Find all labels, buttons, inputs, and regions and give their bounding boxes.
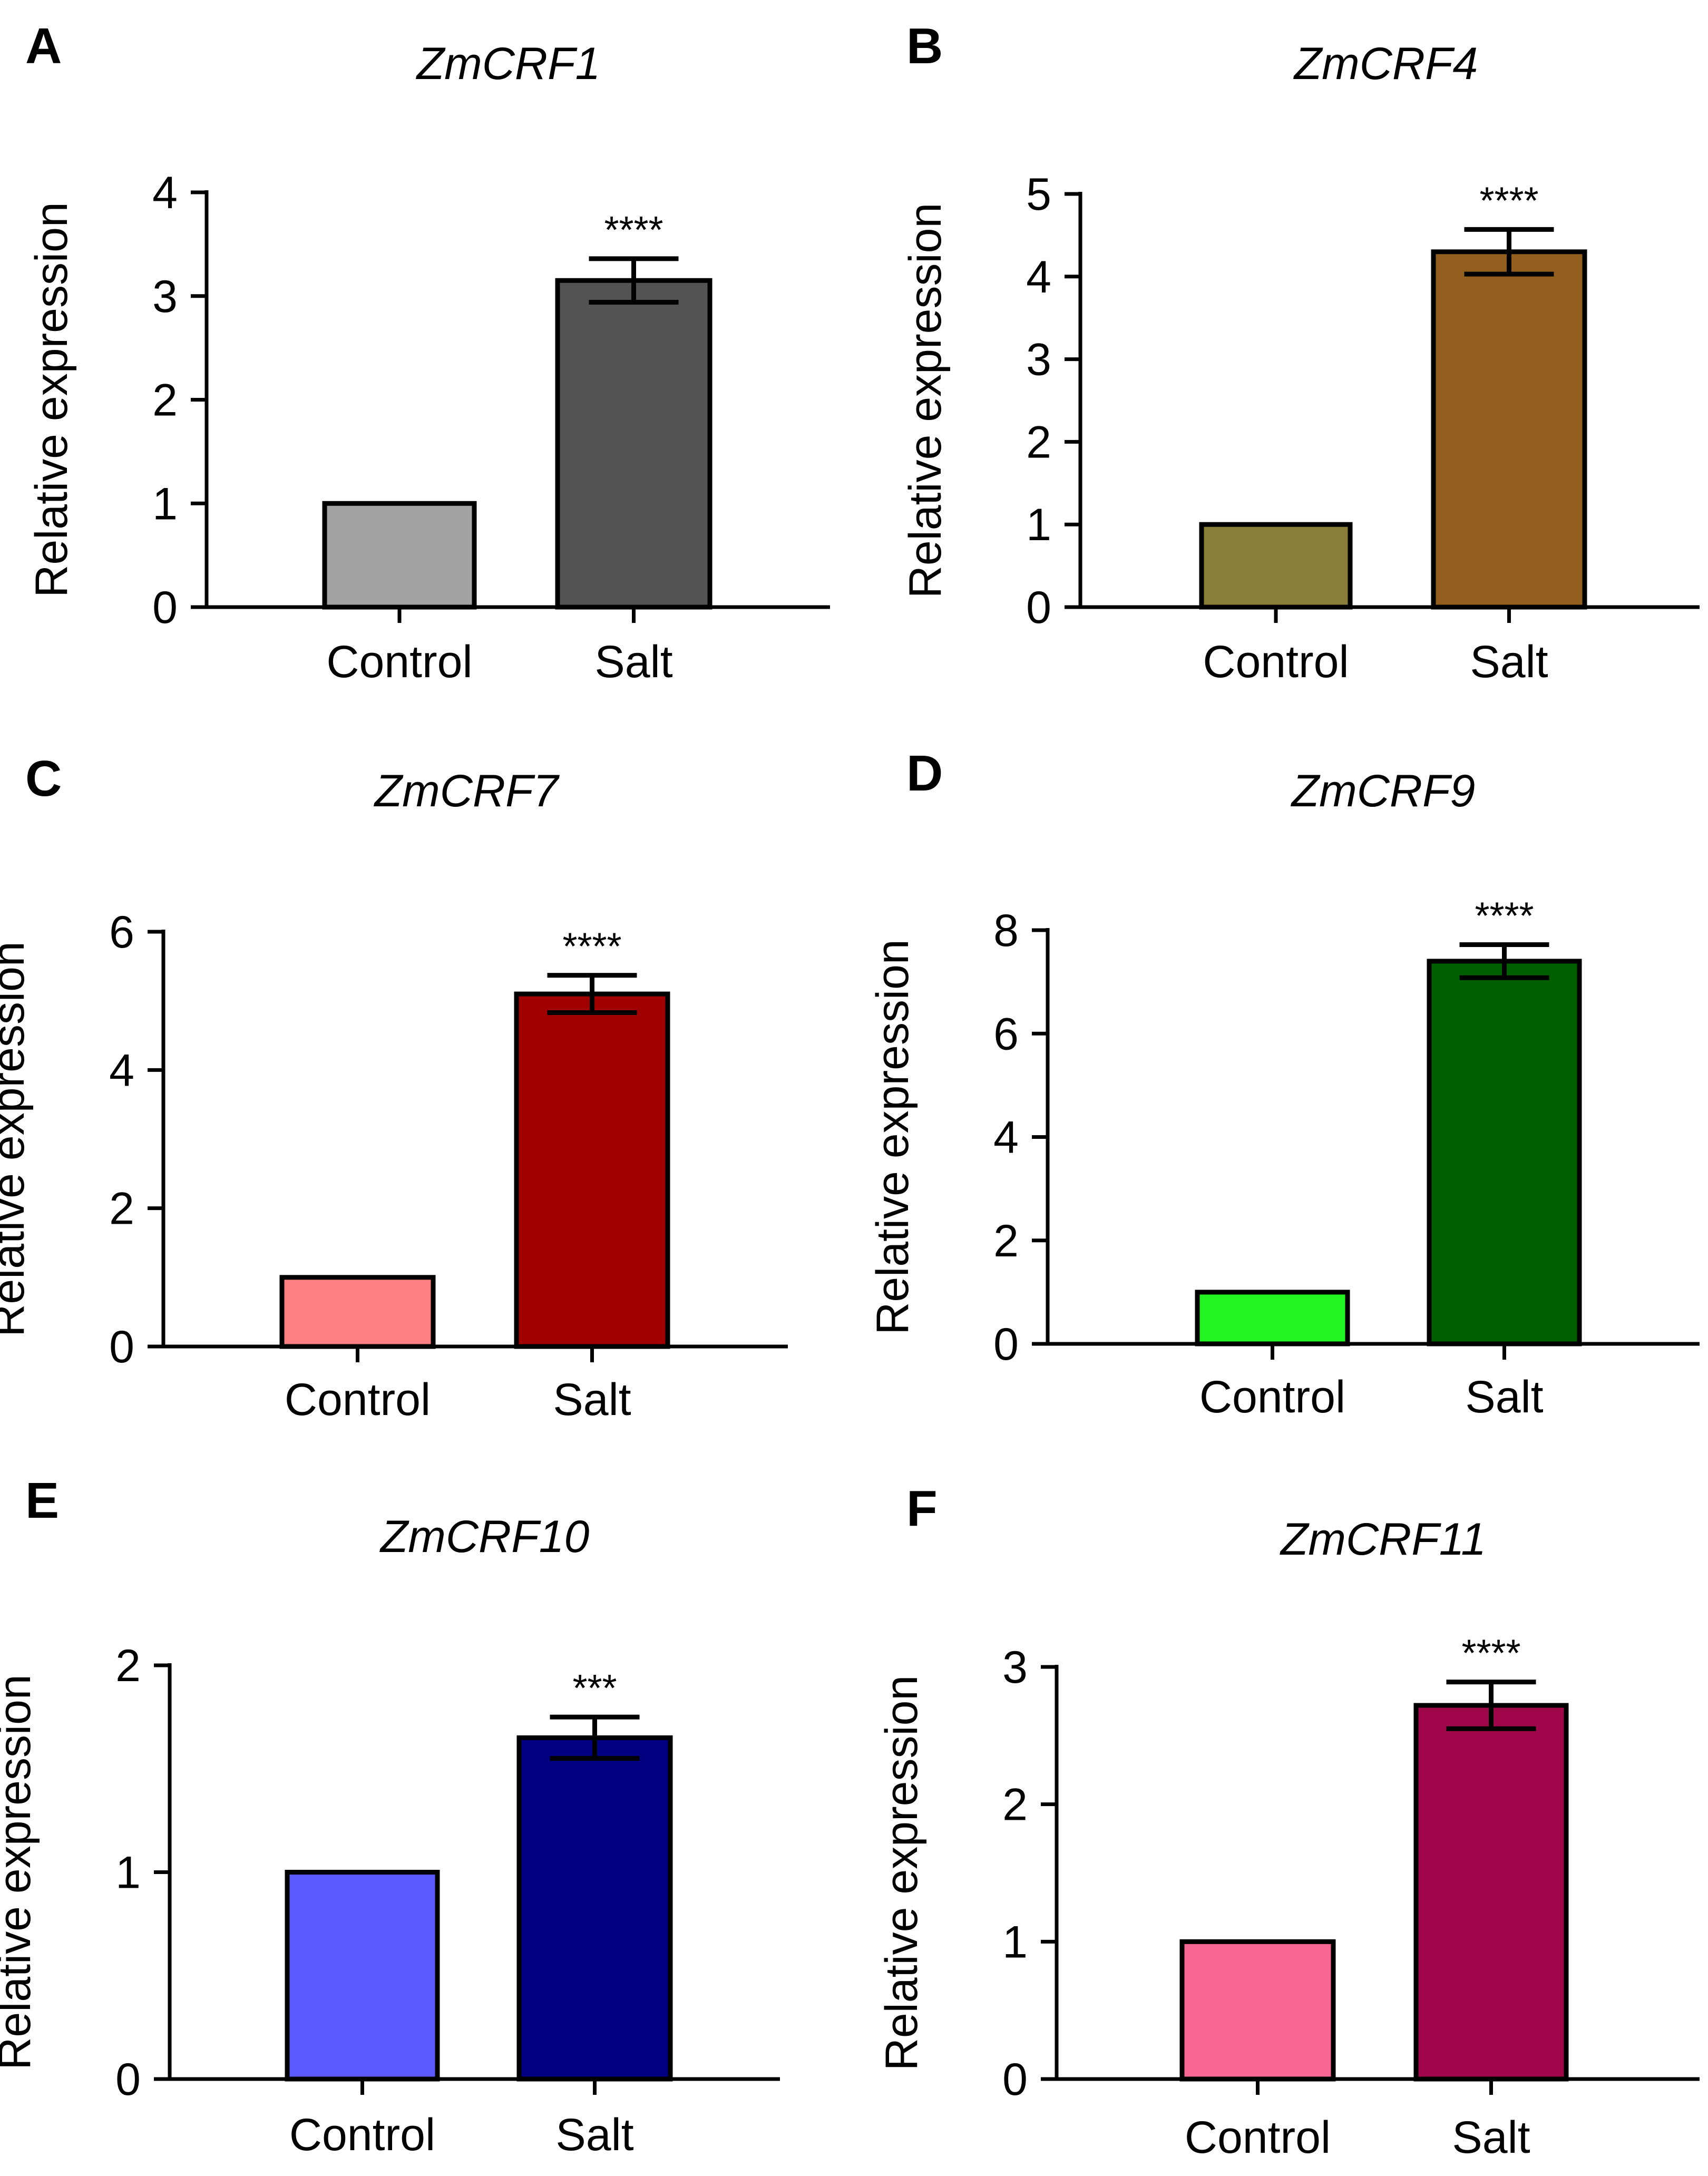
y-tick-label: 4	[993, 1113, 1019, 1163]
x-tick-label: Salt	[1465, 1372, 1543, 1422]
chart-panel-e: E ZmCRF10 Relative expression 0 1 2 Control Sal…	[0, 1472, 780, 2160]
bar-control	[279, 1275, 436, 1349]
y-tick-label: 1	[1002, 1917, 1028, 1967]
chart-title: ZmCRF9	[1291, 766, 1476, 816]
x-tick-label: Control	[1199, 1372, 1345, 1422]
bar-salt	[514, 991, 670, 1349]
y-tick-label: 0	[115, 2054, 141, 2105]
chart-panel-a: A ZmCRF1 Relative expression 0 1 2 3 4 Control Sa…	[25, 18, 830, 687]
significance-label: ****	[1479, 180, 1538, 222]
chart-panels: A ZmCRF1 Relative expression 0 1 2 3 4 Control Sa…	[0, 18, 1700, 2163]
chart-panel-d: D ZmCRF9 Relative expression 0 2 4 6 8 Control Sa…	[867, 745, 1700, 1422]
y-tick-label: 4	[1026, 252, 1051, 303]
y-tick-label: 2	[115, 1641, 141, 1691]
bar-control	[285, 1870, 440, 2082]
chart-title: ZmCRF10	[379, 1511, 590, 1562]
panel-letter: D	[906, 745, 943, 802]
y-axis-label: Relative expression	[26, 202, 77, 597]
bar-salt	[1431, 249, 1587, 610]
y-axis-label: Relative expression	[876, 1675, 927, 2071]
x-tick-label: Control	[1203, 637, 1349, 687]
y-tick-label: 1	[152, 479, 178, 529]
x-tick-label: Salt	[555, 2110, 633, 2160]
bar-control	[1195, 1290, 1350, 1346]
y-axis-label: Relative expression	[900, 203, 951, 598]
y-tick-label: 1	[1026, 500, 1051, 550]
y-tick-label: 3	[152, 271, 178, 322]
chart-title: ZmCRF11	[1280, 1514, 1486, 1565]
bar-control	[322, 501, 477, 610]
bar-salt	[516, 1735, 673, 2082]
y-tick-label: 2	[993, 1216, 1019, 1266]
panel-letter: C	[25, 750, 62, 807]
y-tick-label: 4	[152, 168, 178, 218]
x-tick-label: Control	[326, 637, 472, 687]
y-axis-label: Relative expression	[0, 1674, 40, 2070]
x-tick-label: Control	[1185, 2112, 1331, 2163]
x-tick-label: Salt	[594, 637, 672, 687]
y-tick-label: 3	[1026, 335, 1051, 385]
x-tick-label: Salt	[1470, 637, 1548, 687]
significance-label: ****	[604, 209, 663, 251]
x-tick-label: Salt	[1452, 2112, 1530, 2163]
significance-label: ****	[1475, 895, 1534, 937]
panel-letter: E	[25, 1472, 59, 1529]
x-tick-label: Salt	[553, 1374, 631, 1425]
chart-panel-c: C ZmCRF7 Relative expression 0 2 4 6 Control Sal…	[0, 750, 788, 1425]
panel-letter: F	[906, 1480, 938, 1537]
y-tick-label: 0	[1026, 582, 1051, 633]
panel-letter: A	[25, 18, 62, 74]
y-tick-label: 1	[115, 1848, 141, 1898]
chart-panel-f: F ZmCRF11 Relative expression 0 1 2 3 Control Sa…	[876, 1480, 1700, 2163]
y-tick-label: 2	[152, 375, 178, 426]
chart-title: ZmCRF4	[1293, 38, 1478, 89]
y-tick-label: 6	[993, 1009, 1019, 1059]
bar-salt	[1427, 959, 1582, 1346]
y-tick-label: 2	[109, 1184, 134, 1234]
x-tick-label: Control	[285, 1374, 431, 1425]
bar-salt	[555, 278, 713, 610]
y-axis-label: Relative expression	[867, 939, 918, 1334]
y-axis-label: Relative expression	[0, 941, 34, 1336]
y-tick-label: 4	[109, 1045, 134, 1096]
y-tick-label: 3	[1002, 1642, 1028, 1693]
panel-letter: B	[906, 18, 943, 74]
bar-control	[1179, 1939, 1336, 2082]
chart-title: ZmCRF7	[374, 766, 560, 816]
y-tick-label: 0	[152, 582, 178, 633]
y-tick-label: 0	[109, 1322, 134, 1372]
y-tick-label: 8	[993, 905, 1019, 956]
bar-control	[1199, 522, 1353, 610]
y-tick-label: 0	[993, 1319, 1019, 1370]
x-tick-label: Control	[289, 2110, 435, 2160]
chart-title: ZmCRF1	[416, 38, 601, 89]
bar-salt	[1413, 1703, 1569, 2082]
y-tick-label: 2	[1026, 417, 1051, 467]
y-tick-label: 2	[1002, 1780, 1028, 1830]
significance-label: ***	[572, 1667, 617, 1710]
chart-panel-b: B ZmCRF4 Relative expression 0 1 2 3 4 5 Control S…	[900, 18, 1700, 687]
y-tick-label: 6	[109, 907, 134, 958]
y-tick-label: 5	[1026, 169, 1051, 220]
significance-label: ****	[562, 926, 621, 968]
y-tick-label: 0	[1002, 2054, 1028, 2105]
significance-label: ****	[1461, 1633, 1520, 1675]
